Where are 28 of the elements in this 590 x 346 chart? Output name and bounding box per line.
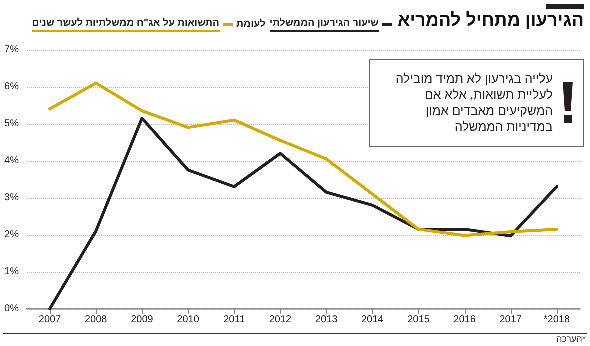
- x-tick-label: 2012: [269, 314, 292, 326]
- y-tick-label: 2%: [4, 230, 20, 240]
- chart-subtitle: לעומת: [236, 19, 266, 30]
- text: *הערכה: [556, 334, 586, 344]
- x-tick-label: 2007: [38, 314, 62, 326]
- x-tick-label: 2008: [85, 314, 108, 326]
- legend-label: התשואות על אג"ח ממשלתיות לעשר שנים: [32, 18, 220, 32]
- y-tick-label: 5%: [4, 118, 20, 130]
- y-tick-label: 6%: [4, 82, 20, 92]
- x-tick-label: *2018: [544, 314, 570, 326]
- x-tick-label: 2010: [177, 314, 200, 326]
- chart-title: הגירעון מתחיל להמריא: [398, 10, 584, 31]
- y-tick-label: 4%: [4, 156, 20, 166]
- x-tick-label: 2013: [315, 314, 338, 326]
- x-tick-label: 2016: [454, 314, 476, 326]
- x-tick-label: 2014: [362, 314, 384, 326]
- legend-label: שיעור הגירעון הממשלתי: [270, 18, 379, 32]
- y-tick-label: 0%: [4, 304, 20, 314]
- y-tick-label: 7%: [4, 44, 20, 56]
- callout-box: עלייה בגירעון לא תמיד מובילה לעליית תשואות, אלא אם המשקיעים מאבדים אמון במדיניות הממשלה: [369, 59, 584, 147]
- x-tick-label: 2017: [500, 314, 522, 326]
- x-tick-label: 2015: [408, 314, 430, 326]
- x-tick-label: 2009: [131, 314, 154, 326]
- x-tick-label: 2011: [224, 314, 246, 326]
- annotation: עלייה בגירעון לא תמיד מובילה לעליית תשואות, אלא אם המשקיעים מאבדים אמון במדיניות הממשלה: [394, 71, 553, 135]
- line-series: [48, 116, 558, 310]
- y-tick-label: 1%: [4, 266, 20, 278]
- y-tick-label: 3%: [4, 192, 20, 204]
